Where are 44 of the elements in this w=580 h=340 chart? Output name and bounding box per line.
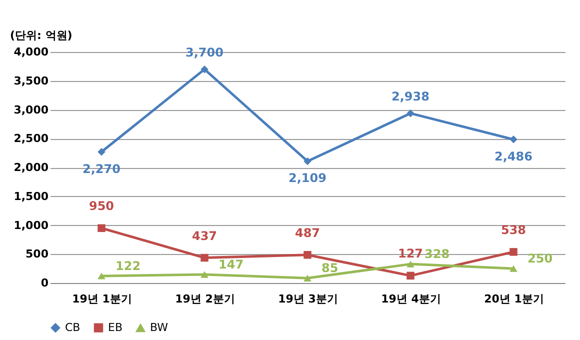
- data-label: 950: [88, 199, 114, 214]
- data-label: 2,486: [494, 149, 532, 164]
- y-tick-label: 4,000: [14, 46, 49, 58]
- y-tick-label: 2,500: [14, 132, 49, 146]
- y-tick-label: 3,000: [14, 103, 49, 116]
- data-label: 250: [528, 252, 553, 266]
- point: [304, 251, 312, 259]
- data-label: 487: [294, 226, 320, 240]
- point: [304, 274, 312, 282]
- y-tick-label: 3,500: [14, 74, 49, 88]
- legend-label: BW: [150, 321, 168, 334]
- point: [200, 65, 208, 74]
- text: (단위: 억원): [10, 29, 72, 42]
- point: [200, 271, 208, 278]
- data-label: 147: [218, 258, 244, 272]
- point: [304, 157, 312, 166]
- point: [406, 109, 414, 118]
- data-label: 85: [322, 261, 338, 276]
- x-tick-label: 19년 2분기: [175, 292, 235, 306]
- point: [510, 136, 518, 144]
- data-label: 122: [116, 258, 141, 273]
- point: [200, 254, 208, 262]
- data-label: 538: [500, 222, 526, 237]
- data-label: 437: [192, 228, 218, 243]
- y-tick-label: 500: [26, 248, 49, 261]
- point: [98, 272, 106, 280]
- x-tick-label: 20년 1분기: [484, 292, 544, 306]
- data-label: 2,938: [392, 89, 430, 104]
- legend-label: CB: [65, 320, 80, 334]
- y-tick-label: 1,500: [14, 190, 49, 203]
- point: [98, 148, 106, 156]
- y-tick-label: 1,000: [14, 218, 49, 232]
- x-tick-label: 19년 4분기: [381, 292, 441, 306]
- legend-label: EB: [108, 320, 122, 334]
- point: [510, 248, 518, 256]
- data-label: 2,109: [288, 171, 326, 186]
- x-tick-label: 19년 1분기: [72, 292, 132, 306]
- y-tick-label: 2,000: [14, 161, 49, 174]
- point: [98, 224, 106, 232]
- y-tick-label: 0: [40, 276, 49, 290]
- point: [510, 265, 518, 272]
- point: [406, 260, 414, 268]
- point: [406, 272, 414, 280]
- x-tick-label: 19년 3분기: [278, 292, 338, 306]
